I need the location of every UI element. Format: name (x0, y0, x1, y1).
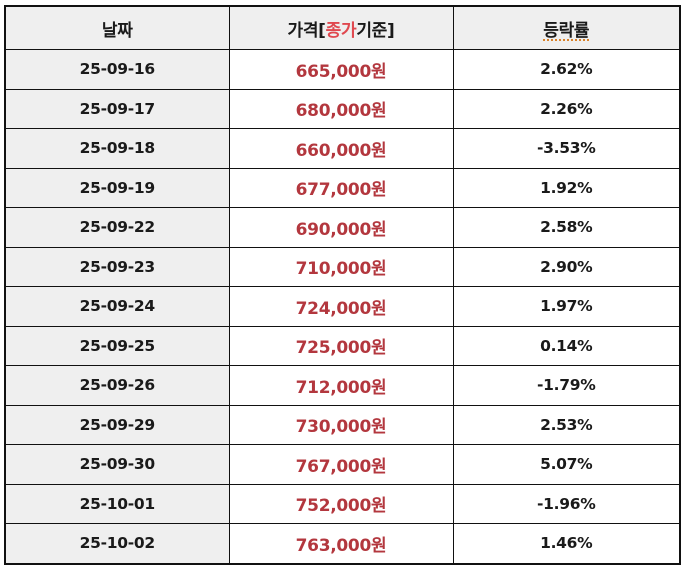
table-row: 25-09-26 712,000원 -1.79% (4, 365, 681, 406)
cell-price: 690,000원 (228, 207, 454, 248)
table-body: 25-09-16 665,000원 2.62% 25-09-17 680,000… (4, 49, 681, 564)
table-row: 25-09-17 680,000원 2.26% (4, 88, 681, 129)
header-price: 가격[종가기준] (228, 5, 454, 50)
cell-change-rate: 2.58% (452, 207, 681, 248)
cell-price: 677,000원 (228, 167, 454, 208)
cell-price: 767,000원 (228, 444, 454, 485)
cell-date: 25-09-25 (4, 325, 230, 366)
header-date: 날짜 (4, 5, 230, 50)
cell-date: 25-10-01 (4, 483, 230, 524)
cell-change-rate: -1.79% (452, 365, 681, 406)
header-price-accent: 종가 (325, 20, 357, 41)
table-row: 25-10-02 763,000원 1.46% (4, 523, 681, 564)
header-row: 날짜 가격[종가기준] 등락률 (4, 5, 681, 50)
cell-date: 25-09-19 (4, 167, 230, 208)
cell-price: 752,000원 (228, 483, 454, 524)
table-row: 25-09-23 710,000원 2.90% (4, 246, 681, 287)
cell-price: 660,000원 (228, 128, 454, 169)
header-price-prefix: 가격[ (287, 20, 326, 41)
cell-price: 724,000원 (228, 286, 454, 327)
cell-price: 730,000원 (228, 404, 454, 445)
cell-price: 763,000원 (228, 523, 454, 564)
stock-price-table: 날짜 가격[종가기준] 등락률 25-09-16 665,000원 2.62% … (4, 5, 681, 565)
cell-change-rate: 0.14% (452, 325, 681, 366)
cell-date: 25-09-18 (4, 128, 230, 169)
cell-date: 25-09-16 (4, 49, 230, 90)
table-row: 25-09-19 677,000원 1.92% (4, 167, 681, 208)
cell-change-rate: 2.90% (452, 246, 681, 287)
table-row: 25-09-25 725,000원 0.14% (4, 325, 681, 366)
cell-change-rate: -1.96% (452, 483, 681, 524)
cell-price: 680,000원 (228, 88, 454, 129)
cell-change-rate: 1.92% (452, 167, 681, 208)
cell-date: 25-09-29 (4, 404, 230, 445)
cell-change-rate: 2.26% (452, 88, 681, 129)
cell-date: 25-09-26 (4, 365, 230, 406)
table-row: 25-09-24 724,000원 1.97% (4, 286, 681, 327)
table-header: 날짜 가격[종가기준] 등락률 (4, 5, 681, 50)
table-row: 25-09-22 690,000원 2.58% (4, 207, 681, 248)
cell-change-rate: 5.07% (452, 444, 681, 485)
table-row: 25-09-29 730,000원 2.53% (4, 404, 681, 445)
table-row: 25-10-01 752,000원 -1.96% (4, 483, 681, 524)
header-change-label: 등락률 (543, 20, 590, 41)
cell-price: 725,000원 (228, 325, 454, 366)
cell-price: 665,000원 (228, 49, 454, 90)
table-row: 25-09-30 767,000원 5.07% (4, 444, 681, 485)
cell-change-rate: -3.53% (452, 128, 681, 169)
cell-change-rate: 1.46% (452, 523, 681, 564)
cell-date: 25-09-22 (4, 207, 230, 248)
cell-date: 25-09-24 (4, 286, 230, 327)
cell-date: 25-09-30 (4, 444, 230, 485)
cell-date: 25-10-02 (4, 523, 230, 564)
header-price-suffix: 기준] (356, 20, 395, 41)
header-change-rate: 등락률 (452, 5, 681, 50)
cell-date: 25-09-17 (4, 88, 230, 129)
cell-date: 25-09-23 (4, 246, 230, 287)
cell-price: 712,000원 (228, 365, 454, 406)
table-row: 25-09-16 665,000원 2.62% (4, 49, 681, 90)
cell-change-rate: 2.53% (452, 404, 681, 445)
cell-change-rate: 1.97% (452, 286, 681, 327)
table-row: 25-09-18 660,000원 -3.53% (4, 128, 681, 169)
cell-price: 710,000원 (228, 246, 454, 287)
cell-change-rate: 2.62% (452, 49, 681, 90)
